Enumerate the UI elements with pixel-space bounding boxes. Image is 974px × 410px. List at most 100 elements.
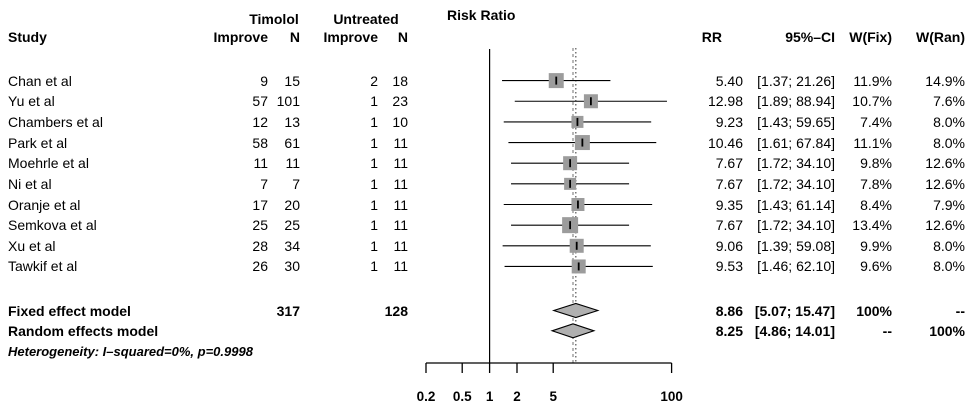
ci-value: [1.43; 59.65] (757, 113, 835, 130)
ci-value: [1.72; 34.10] (757, 155, 835, 172)
timolol-improve-value: 57 (252, 93, 268, 110)
ci-value: [1.39; 59.08] (757, 237, 835, 254)
column-header-wfix: W(Fix) (849, 29, 892, 45)
untreated-improve-value: 1 (370, 113, 378, 130)
rr-value: 7.67 (715, 155, 743, 172)
untreated-improve-value: 1 (370, 258, 378, 275)
timolol-n-value: 34 (284, 237, 300, 254)
x-axis-tick-label: 100 (660, 389, 683, 404)
rr-value: 12.98 (707, 93, 743, 110)
untreated-improve-value: 1 (370, 93, 378, 110)
timolol-n-value: 61 (284, 134, 300, 151)
untreated-n-value: 11 (393, 237, 408, 254)
study-label: Moehrle et al (8, 155, 89, 172)
column-header-timolol-n: N (289, 29, 300, 45)
weight-random-value: 7.9% (933, 196, 965, 213)
weight-random-value: 7.6% (933, 93, 965, 110)
summary-ci-value: [5.07; 15.47] (754, 302, 835, 319)
weight-random-value: 12.6% (925, 217, 965, 234)
x-axis-tick-label: 0.5 (453, 389, 472, 404)
summary-weight-fixed: 100% (856, 302, 892, 319)
summary-weight-random: 100% (929, 322, 965, 339)
ci-value: [1.72; 34.10] (757, 175, 835, 192)
weight-random-value: 8.0% (933, 258, 965, 275)
ci-value: [1.43; 61.14] (757, 196, 835, 213)
study-label: Yu et al (8, 93, 55, 110)
untreated-n-value: 10 (392, 113, 408, 130)
summary-diamond (551, 302, 600, 319)
timolol-n-value: 7 (292, 175, 300, 192)
study-label: Xu et al (8, 237, 56, 254)
timolol-improve-value: 7 (260, 175, 268, 192)
rr-value: 10.46 (707, 134, 743, 151)
untreated-improve-value: 1 (370, 196, 378, 213)
timolol-n-value: 13 (284, 113, 300, 130)
x-axis-tick-label: 0.2 (417, 389, 436, 404)
weight-random-value: 8.0% (933, 237, 965, 254)
summary-weight-fixed: -- (882, 322, 892, 339)
summary-rr-value: 8.25 (715, 322, 743, 339)
rr-value: 9.53 (715, 258, 743, 275)
timolol-improve-value: 28 (252, 237, 268, 254)
timolol-improve-value: 17 (252, 196, 268, 213)
weight-fixed-value: 7.4% (860, 113, 892, 130)
x-axis-tick-label: 1 (486, 389, 494, 404)
untreated-improve-value: 1 (370, 155, 378, 172)
timolol-n-value: 15 (284, 72, 300, 89)
timolol-n-value: 101 (276, 93, 300, 110)
column-header-untreated-n: N (397, 29, 408, 45)
column-header-study: Study (8, 29, 47, 45)
timolol-improve-value: 12 (252, 113, 268, 130)
rr-value: 7.67 (715, 217, 743, 234)
study-label: Chambers et al (8, 113, 103, 130)
timolol-improve-value: 9 (260, 72, 268, 89)
untreated-improve-value: 2 (370, 72, 378, 89)
timolol-n-value: 25 (284, 217, 300, 234)
summary-ci-value: [4.86; 14.01] (754, 322, 835, 339)
summary-label: Fixed effect model (8, 302, 131, 319)
x-axis-tick-label: 5 (549, 389, 557, 404)
untreated-n-value: 11 (393, 217, 408, 234)
rr-value: 9.06 (715, 237, 743, 254)
weight-random-value: 8.0% (933, 134, 965, 151)
study-label: Semkova et al (8, 217, 97, 234)
weight-random-value: 12.6% (925, 155, 965, 172)
timolol-improve-value: 58 (252, 134, 268, 151)
weight-fixed-value: 9.8% (860, 155, 892, 172)
untreated-n-value: 11 (393, 134, 408, 151)
untreated-improve-value: 1 (370, 217, 378, 234)
untreated-n-value: 11 (393, 175, 408, 192)
x-axis-tick-label: 2 (513, 389, 521, 404)
ci-value: [1.37; 21.26] (757, 72, 835, 89)
untreated-n-value: 11 (393, 196, 408, 213)
column-header-timolol-improve: Improve (213, 29, 268, 45)
ci-value: [1.89; 88.94] (757, 93, 835, 110)
untreated-improve-value: 1 (370, 175, 378, 192)
timolol-improve-value: 25 (252, 217, 268, 234)
timolol-improve-value: 26 (252, 258, 268, 275)
untreated-improve-value: 1 (370, 237, 378, 254)
timolol-n-value: 30 (284, 258, 300, 275)
group-header-untreated: Untreated (333, 11, 399, 27)
weight-fixed-value: 11.9% (853, 72, 892, 89)
weight-random-value: 12.6% (925, 175, 965, 192)
ci-value: [1.72; 34.10] (757, 217, 835, 234)
rr-value: 7.67 (715, 175, 743, 192)
weight-fixed-value: 8.4% (860, 196, 892, 213)
column-header-untreated-improve: Improve (323, 29, 378, 45)
summary-label: Random effects model (8, 322, 159, 339)
timolol-improve-value: 11 (253, 155, 268, 172)
group-header-timolol: Timolol (249, 11, 299, 27)
ci-value: [1.46; 62.10] (757, 258, 835, 275)
rr-value: 5.40 (715, 72, 743, 89)
summary-untreated-n: 128 (384, 302, 408, 319)
untreated-improve-value: 1 (370, 134, 378, 151)
weight-fixed-value: 7.8% (860, 175, 892, 192)
study-label: Tawkif et al (8, 258, 78, 275)
summary-weight-random: -- (955, 302, 965, 319)
untreated-n-value: 18 (392, 72, 408, 89)
timolol-n-value: 11 (285, 155, 300, 172)
plot-title: Risk Ratio (447, 7, 516, 23)
